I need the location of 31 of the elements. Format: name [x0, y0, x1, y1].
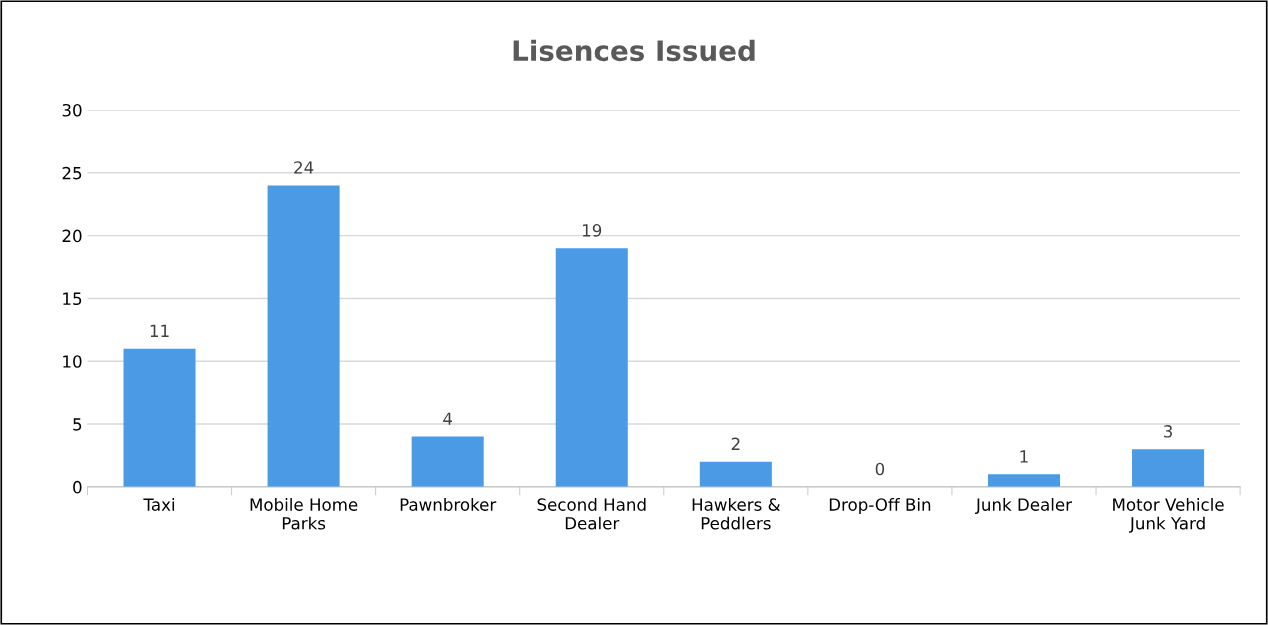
x-tick-label: Hawkers & Peddlers — [692, 497, 781, 530]
x-tick-label: Drop-Off Bin — [829, 497, 931, 515]
bar — [123, 348, 196, 487]
y-tick-label: 20 — [62, 229, 82, 243]
bar — [1132, 449, 1205, 487]
bar — [699, 461, 772, 487]
data-label: 11 — [150, 324, 169, 337]
x-tick-label: Motor Vehicle Junk Yard — [1113, 497, 1224, 533]
y-tick-label: 30 — [62, 103, 82, 117]
data-label: 19 — [582, 224, 602, 237]
data-label: 24 — [294, 161, 314, 174]
y-tick-label: 5 — [73, 418, 82, 431]
bar — [411, 436, 484, 487]
bar — [987, 474, 1061, 487]
data-label: 1 — [1020, 450, 1028, 463]
x-tick-label: Taxi — [143, 497, 175, 511]
y-tick-label: 0 — [73, 480, 82, 494]
bar — [555, 248, 628, 487]
y-tick-label: 10 — [63, 355, 82, 368]
x-tick-label: Pawnbroker — [400, 497, 497, 511]
x-tick-label: Second Hand Dealer — [537, 497, 646, 530]
chart-title: Lisences Issued — [513, 39, 755, 62]
x-tick-label: Mobile Home Parks — [250, 497, 358, 530]
data-label: 3 — [1164, 425, 1173, 438]
data-label: 0 — [875, 462, 885, 476]
x-tick-label: Junk Dealer — [975, 497, 1072, 514]
y-tick-label: 15 — [63, 292, 82, 306]
bar — [267, 185, 340, 487]
data-label: 4 — [443, 412, 453, 425]
y-tick-label: 25 — [62, 166, 82, 180]
data-label: 2 — [731, 437, 740, 450]
